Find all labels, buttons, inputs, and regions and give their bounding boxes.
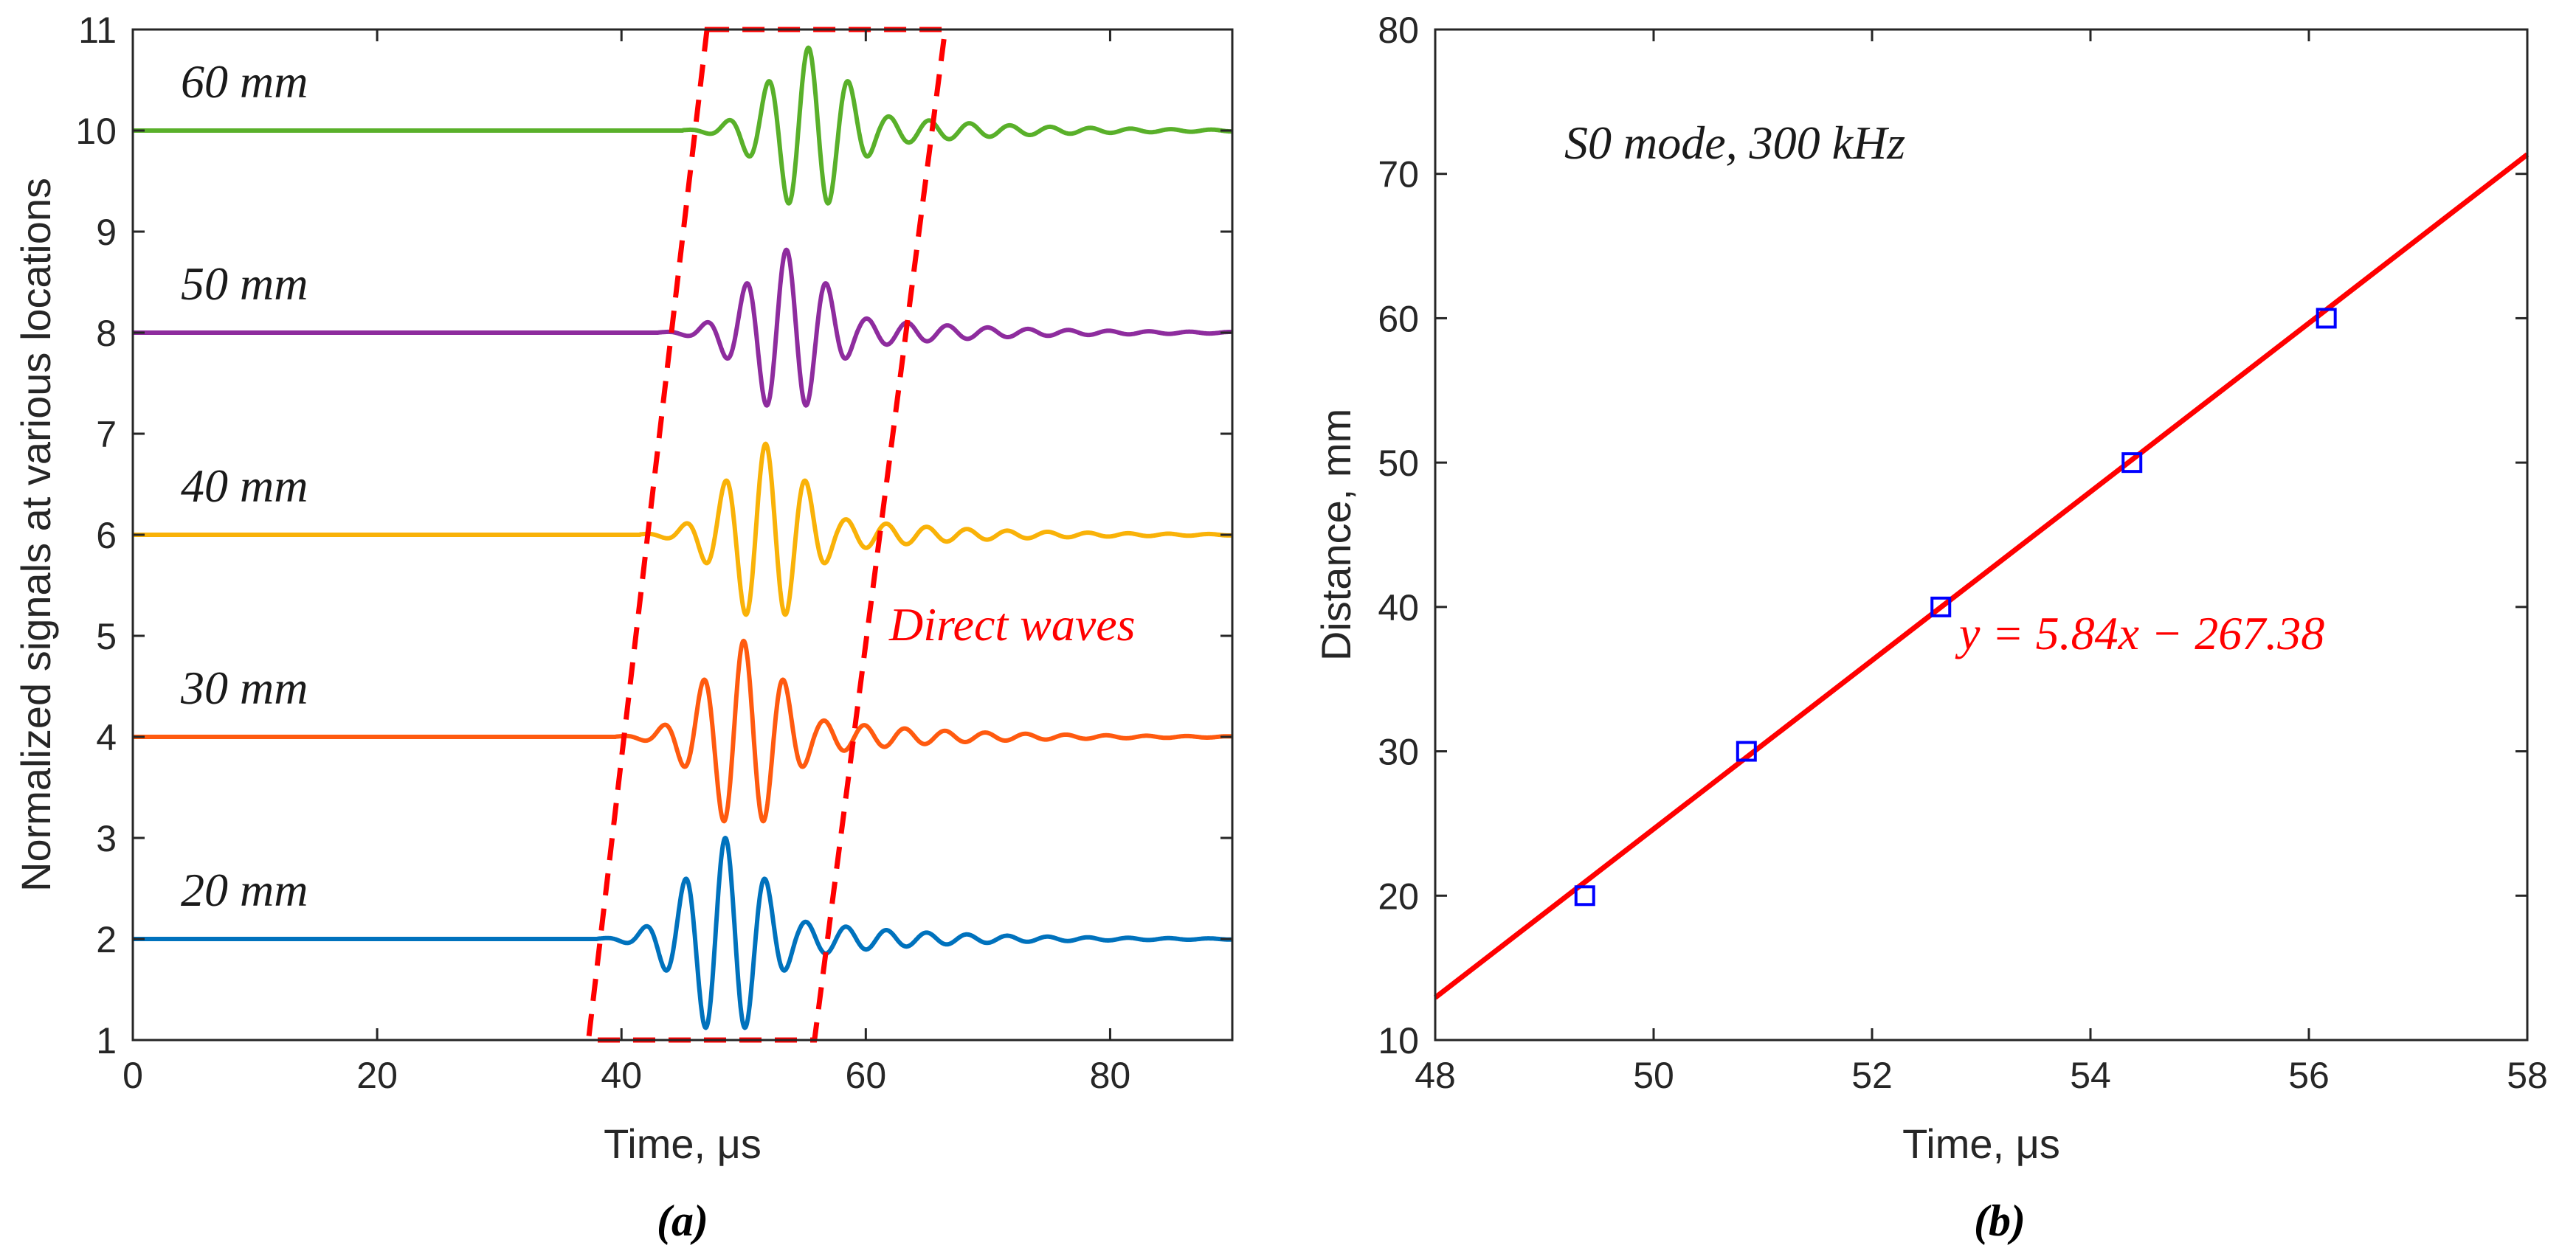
b-y-tick-label: 20	[1378, 876, 1419, 917]
b-y-tick-label: 10	[1378, 1020, 1419, 1061]
a-y-tick-label: 6	[96, 515, 117, 556]
trace-label: 40 mm	[181, 460, 308, 512]
data-point	[1574, 885, 1595, 907]
b-y-tick-label: 70	[1378, 154, 1419, 195]
panel-a-trace-labels: 20 mm 30 mm 40 mm 50 mm 60 mm	[180, 55, 308, 916]
a-y-tick-label: 2	[96, 919, 117, 960]
trace-50-mm	[131, 247, 1235, 408]
panel-a-y-axis-label: Normalized signals at various locations	[13, 178, 59, 892]
a-x-tick-label: 80	[1090, 1055, 1131, 1096]
panel-a-x-ticks: 0 20 40 60 80	[122, 30, 1130, 1096]
panel-b-plot-area	[1435, 30, 2527, 1040]
a-x-tick-label: 60	[846, 1055, 887, 1096]
a-y-tick-label: 11	[78, 10, 117, 51]
b-x-tick-label: 58	[2507, 1055, 2548, 1096]
fit-equation: y = 5.84x − 267.38	[1955, 607, 2324, 659]
mode-annotation: S0 mode, 300 kHz	[1564, 117, 1905, 169]
b-y-tick-label: 80	[1378, 10, 1419, 51]
trace-30-mm	[131, 638, 1235, 824]
a-y-tick-label: 7	[96, 414, 117, 455]
panel-a-waveforms: 0 20 40 60 80 1 2 3 4 5 6 7 8 9 10 11 20 mm 30 mm 40 mm 5…	[13, 10, 1235, 1245]
panel-b-x-ticks: 48 50 52 54 56 58	[1415, 30, 2548, 1096]
a-y-tick-label: 9	[96, 212, 117, 253]
panel-a-x-axis-label: Time, μs	[604, 1120, 762, 1167]
a-y-tick-label: 5	[96, 616, 117, 657]
data-point	[2316, 308, 2337, 329]
direct-waves-label: Direct waves	[888, 598, 1136, 651]
panel-a-traces	[131, 45, 1235, 1030]
data-point	[2121, 452, 2143, 474]
panel-b-caption: (b)	[1974, 1196, 2026, 1245]
panel-a-caption: (a)	[657, 1196, 708, 1245]
trace-40-mm	[131, 441, 1235, 617]
panel-b-y-axis-label: Distance, mm	[1313, 409, 1359, 661]
panel-b-x-axis-label: Time, μs	[1902, 1120, 2060, 1167]
b-y-tick-label: 30	[1378, 732, 1419, 773]
a-y-tick-label: 3	[96, 818, 117, 859]
b-y-tick-label: 60	[1378, 298, 1419, 339]
trace-label: 30 mm	[180, 662, 308, 714]
panel-b-data-points	[1574, 308, 2337, 907]
b-x-tick-label: 48	[1415, 1055, 1456, 1096]
trace-20-mm	[131, 836, 1235, 1030]
a-x-tick-label: 20	[356, 1055, 398, 1096]
b-x-tick-label: 54	[2070, 1055, 2111, 1096]
b-y-tick-label: 40	[1378, 587, 1419, 628]
panel-b-y-ticks: 10 20 30 40 50 60 70 80	[1378, 10, 2527, 1061]
a-y-tick-label: 10	[75, 111, 117, 152]
a-y-tick-label: 1	[96, 1020, 117, 1061]
linear-fit-line	[1433, 152, 2530, 1000]
panel-b-axes	[1434, 28, 2529, 1042]
data-point	[1930, 596, 1952, 617]
trace-label: 50 mm	[181, 257, 308, 310]
data-point	[1736, 741, 1757, 762]
b-y-tick-label: 50	[1378, 443, 1419, 484]
trace-60-mm	[131, 45, 1235, 206]
a-x-tick-label: 40	[601, 1055, 642, 1096]
panel-a-y-ticks: 1 2 3 4 5 6 7 8 9 10 11	[75, 10, 1232, 1061]
trace-label: 20 mm	[181, 864, 308, 916]
trace-label: 60 mm	[181, 55, 308, 108]
a-y-tick-label: 8	[96, 313, 117, 354]
b-x-tick-label: 50	[1633, 1055, 1674, 1096]
a-y-tick-label: 4	[96, 717, 117, 758]
panel-b-distance-vs-time: 48 50 52 54 56 58 10 20 30 40 50 60 70 80 S0 mode, 3…	[1313, 10, 2548, 1245]
b-x-tick-label: 56	[2288, 1055, 2330, 1096]
a-x-tick-label: 0	[122, 1055, 143, 1096]
b-x-tick-label: 52	[1851, 1055, 1893, 1096]
panel-b-fit-line	[1433, 152, 2530, 1000]
panel-b-frame	[1434, 28, 2529, 1042]
